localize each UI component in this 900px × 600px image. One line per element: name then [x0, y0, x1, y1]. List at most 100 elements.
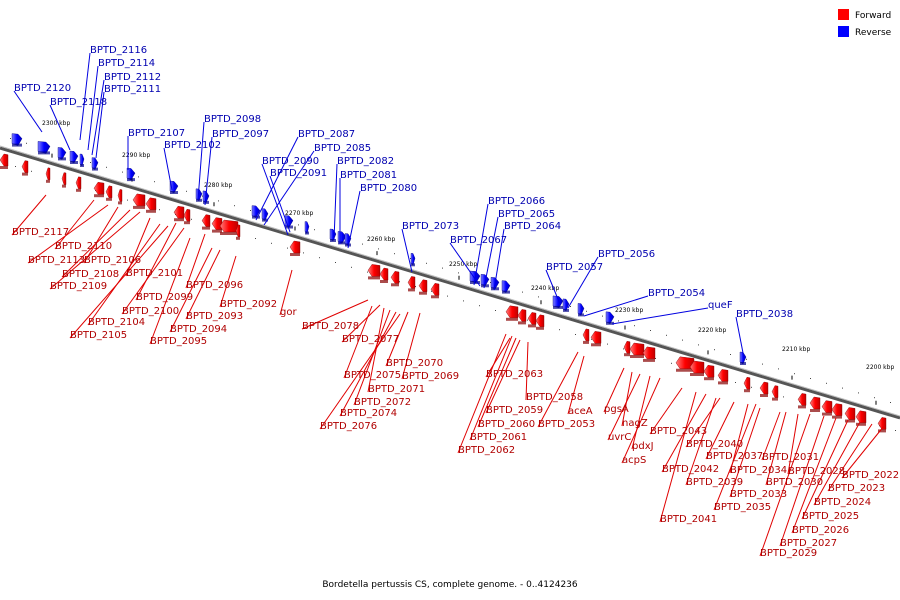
minor-tick — [751, 386, 752, 388]
reverse-gene — [261, 208, 269, 222]
gene-label: BPTD_2024 — [814, 497, 871, 508]
reverse-gene — [57, 147, 67, 161]
gene-label: BPTD_2107 — [128, 128, 185, 139]
label-leader — [729, 407, 761, 498]
minor-tick — [250, 210, 251, 211]
minor-tick — [714, 349, 715, 351]
label-leader — [611, 307, 709, 325]
gene-label: uvrC — [608, 432, 631, 443]
label-leader — [27, 204, 109, 264]
forward-gene — [844, 407, 856, 423]
gene-label: BPTD_2111 — [104, 84, 161, 95]
label-leader — [713, 403, 757, 511]
minor-tick — [186, 190, 187, 192]
minor-tick — [394, 253, 395, 255]
gene-label: BPTD_2109 — [50, 281, 107, 292]
forward-gene — [211, 217, 223, 233]
minor-tick — [410, 258, 411, 259]
forward-gene — [407, 276, 416, 292]
label-leader — [13, 90, 43, 133]
minor-tick — [762, 363, 763, 365]
gene-label: BPTD_2102 — [164, 140, 221, 151]
gene-label: BPTD_2093 — [186, 311, 243, 322]
tick-label: 2290 kbp — [122, 152, 150, 159]
minor-tick — [154, 181, 155, 183]
label-leader — [779, 415, 825, 547]
gene-label: BPTD_2120 — [14, 83, 71, 94]
label-leader — [255, 136, 299, 221]
label-leader — [567, 355, 585, 415]
forward-gene — [703, 364, 715, 381]
minor-tick — [31, 170, 32, 172]
genome-backbone — [0, 146, 900, 420]
minor-tick — [191, 218, 192, 220]
label-leader — [735, 316, 745, 359]
forward-gene — [505, 305, 519, 321]
gene-label: BPTD_2108 — [62, 269, 119, 280]
label-leader — [204, 136, 213, 206]
reverse-gene — [577, 303, 585, 317]
minor-tick — [618, 320, 619, 322]
minor-tick — [602, 315, 603, 317]
minor-tick — [447, 295, 448, 297]
minor-tick — [666, 334, 667, 336]
label-leader — [485, 339, 521, 414]
label-leader — [149, 237, 191, 345]
minor-tick — [367, 271, 368, 273]
gene-label: BPTD_2064 — [504, 221, 561, 232]
gene-label: BPTD_2075 — [344, 370, 401, 381]
gene-label: BPTD_2041 — [660, 514, 717, 525]
label-leader — [473, 203, 489, 286]
label-leader — [449, 242, 481, 287]
label-leader — [401, 228, 413, 273]
gene-label: BPTD_2072 — [354, 397, 411, 408]
tick-label: 2270 kbp — [285, 210, 313, 217]
label-leader — [87, 223, 161, 326]
minor-tick — [415, 286, 416, 287]
reverse-gene — [605, 311, 615, 325]
label-leader — [347, 190, 361, 249]
minor-tick — [591, 338, 592, 340]
reverse-gene — [562, 298, 570, 312]
label-leader — [269, 175, 291, 233]
label-leader — [801, 419, 849, 520]
minor-tick — [671, 362, 672, 364]
minor-tick — [650, 330, 651, 331]
gene-label: BPTD_2113 — [28, 255, 85, 266]
minor-tick — [202, 195, 203, 197]
forward-gene — [743, 376, 751, 393]
gene-label: BPTD_2073 — [402, 221, 459, 232]
gene-label: BPTD_2071 — [368, 384, 425, 395]
tick-group: 2300 kbp 2290 kbp 2280 kbp 2270 kbp 2260 kbp… — [10, 120, 896, 431]
minor-tick — [730, 354, 731, 355]
label-leader — [705, 401, 735, 460]
minor-tick — [351, 266, 352, 268]
gene-group — [0, 133, 887, 433]
gene-label: BPTD_2105 — [70, 330, 127, 341]
label-leader — [761, 411, 781, 461]
minor-tick — [106, 166, 107, 168]
label-leader — [661, 393, 707, 473]
gene-label: BPTD_2117 — [12, 227, 69, 238]
gene-label: pdxJ — [632, 441, 654, 452]
gene-label: BPTD_2096 — [186, 280, 243, 291]
forward-gene — [582, 328, 590, 344]
minor-tick — [10, 138, 11, 139]
minor-tick — [271, 242, 272, 244]
label-leader — [525, 341, 529, 401]
reverse-gene — [79, 153, 85, 167]
minor-tick — [522, 291, 523, 293]
label-leader — [583, 295, 649, 317]
label-leader — [339, 311, 397, 417]
reverse-gene — [329, 228, 337, 242]
label-leader — [493, 228, 505, 291]
gene-label: BPTD_2118 — [50, 97, 107, 108]
minor-tick — [586, 310, 587, 312]
reverse-gene — [304, 221, 310, 235]
gene-label: BPTD_2100 — [122, 306, 179, 317]
label-leader — [483, 216, 499, 289]
gene-label: BPTD_2110 — [55, 241, 112, 252]
minor-tick — [810, 378, 811, 379]
label-leader — [385, 311, 409, 367]
